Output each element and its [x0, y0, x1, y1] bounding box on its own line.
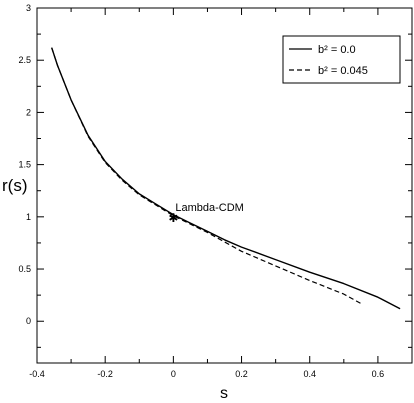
y-tick-label: 1: [26, 212, 31, 222]
annotation-layer: Lambda-CDM ✱: [168, 202, 244, 225]
annotation-label: Lambda-CDM: [175, 202, 243, 214]
legend: b² = 0.0 b² = 0.045: [282, 35, 401, 84]
x-tick-label: 0: [171, 369, 176, 379]
legend-label-0: b² = 0.0: [318, 44, 356, 56]
y-tick-label: 2: [26, 107, 31, 117]
legend-box: [282, 35, 401, 84]
x-tick-label: 0.6: [372, 369, 385, 379]
x-tick-label: 0.2: [235, 369, 248, 379]
y-axis-title: r(s): [2, 176, 27, 195]
annotation-marker: ✱: [168, 211, 178, 225]
x-tick-label: -0.4: [29, 369, 45, 379]
x-axis-title: s: [220, 385, 228, 402]
y-tick-label: 0: [26, 316, 31, 326]
y-tick-label: 3: [26, 3, 31, 13]
y-tick-label: 2.5: [18, 55, 31, 65]
y-tick-label: 0.5: [18, 264, 31, 274]
x-tick-label: -0.2: [97, 369, 113, 379]
series-line-1: [51, 47, 362, 305]
plot-frame: [36, 7, 413, 364]
legend-label-1: b² = 0.045: [318, 65, 368, 77]
x-tick-label: 0.4: [303, 369, 316, 379]
series-line-0: [51, 47, 401, 310]
series-layer: [51, 47, 401, 310]
axis-ticks: -0.4 -0.2 0 0.2 0.4 0.6 0 0.5 1 1.5 2 2.5 3: [18, 3, 413, 379]
y-tick-label: 1.5: [18, 160, 31, 170]
